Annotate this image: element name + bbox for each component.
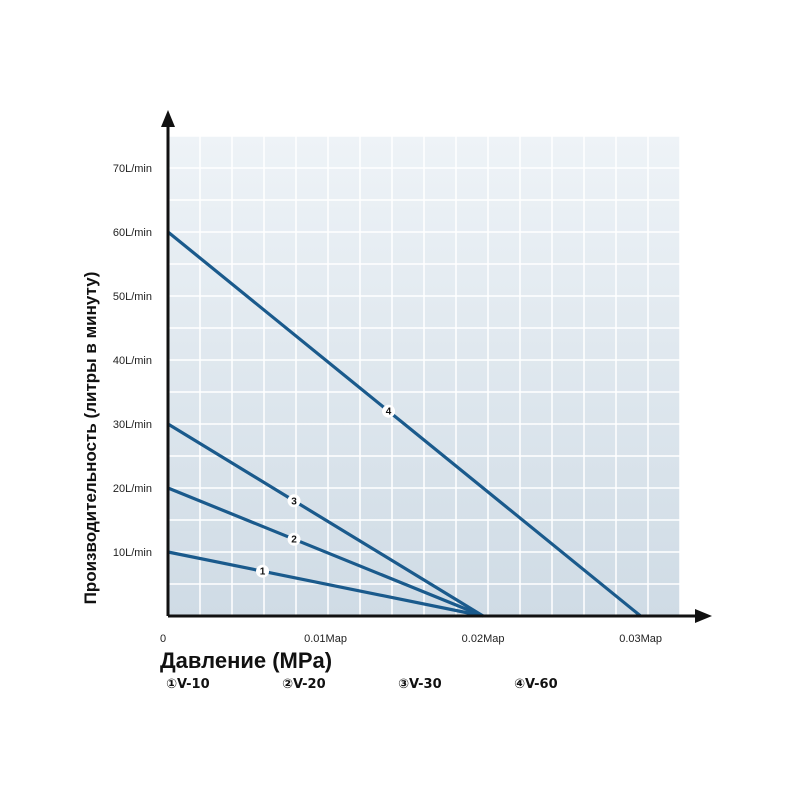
y-tick-label: 20L/min bbox=[113, 483, 152, 495]
y-tick-label: 40L/min bbox=[113, 355, 152, 367]
legend-item-v-30: ③V-30 bbox=[398, 677, 442, 692]
series-marker-4 bbox=[382, 404, 396, 418]
legend-item-v-60: ④V-60 bbox=[514, 677, 558, 692]
series-marker-label: 2 bbox=[291, 535, 297, 546]
x-axis-arrow bbox=[695, 609, 712, 623]
legend-item-v-20: ②V-20 bbox=[282, 677, 326, 692]
series-line-v-20 bbox=[167, 486, 484, 618]
y-tick-label: 60L/min bbox=[113, 227, 152, 239]
y-tick-label: 50L/min bbox=[113, 291, 152, 303]
grid-lines bbox=[167, 135, 681, 617]
series-line-v-60 bbox=[166, 230, 642, 618]
series-marker-3 bbox=[287, 494, 301, 508]
legend: ①V-10 ②V-20 ③V-30 ④V-60 bbox=[166, 677, 558, 692]
x-tick-label: 0.03Map bbox=[619, 633, 662, 645]
x-tick-label: 0.01Map bbox=[304, 633, 347, 645]
y-axis-arrow bbox=[161, 110, 175, 127]
series-layer: 1 2 3 4 bbox=[166, 230, 642, 618]
x-tick-label: 0.02Map bbox=[462, 633, 505, 645]
y-tick-labels: 10L/min 20L/min 30L/min 40L/min 50L/min 60L/m… bbox=[113, 163, 152, 559]
y-tick-label: 10L/min bbox=[113, 547, 152, 559]
y-axis-label: Производительность (литры в минуту) bbox=[81, 272, 100, 605]
x-tick-labels: 0 0.01Map 0.02Map 0.03Map bbox=[160, 633, 662, 645]
series-marker-1 bbox=[256, 564, 270, 578]
series-marker-label: 1 bbox=[260, 567, 266, 578]
series-line-v-10 bbox=[167, 550, 484, 618]
series-marker-label: 4 bbox=[386, 407, 392, 418]
series-line-v-30 bbox=[167, 422, 484, 618]
series-marker-label: 3 bbox=[291, 496, 297, 507]
legend-item-v-10: ①V-10 bbox=[166, 677, 210, 692]
y-tick-label: 30L/min bbox=[113, 419, 152, 431]
y-tick-label: 70L/min bbox=[113, 163, 152, 175]
x-axis-label: Давление (MPa) bbox=[160, 648, 332, 673]
series-marker-2 bbox=[287, 532, 301, 546]
x-tick-label: 0 bbox=[160, 633, 166, 645]
